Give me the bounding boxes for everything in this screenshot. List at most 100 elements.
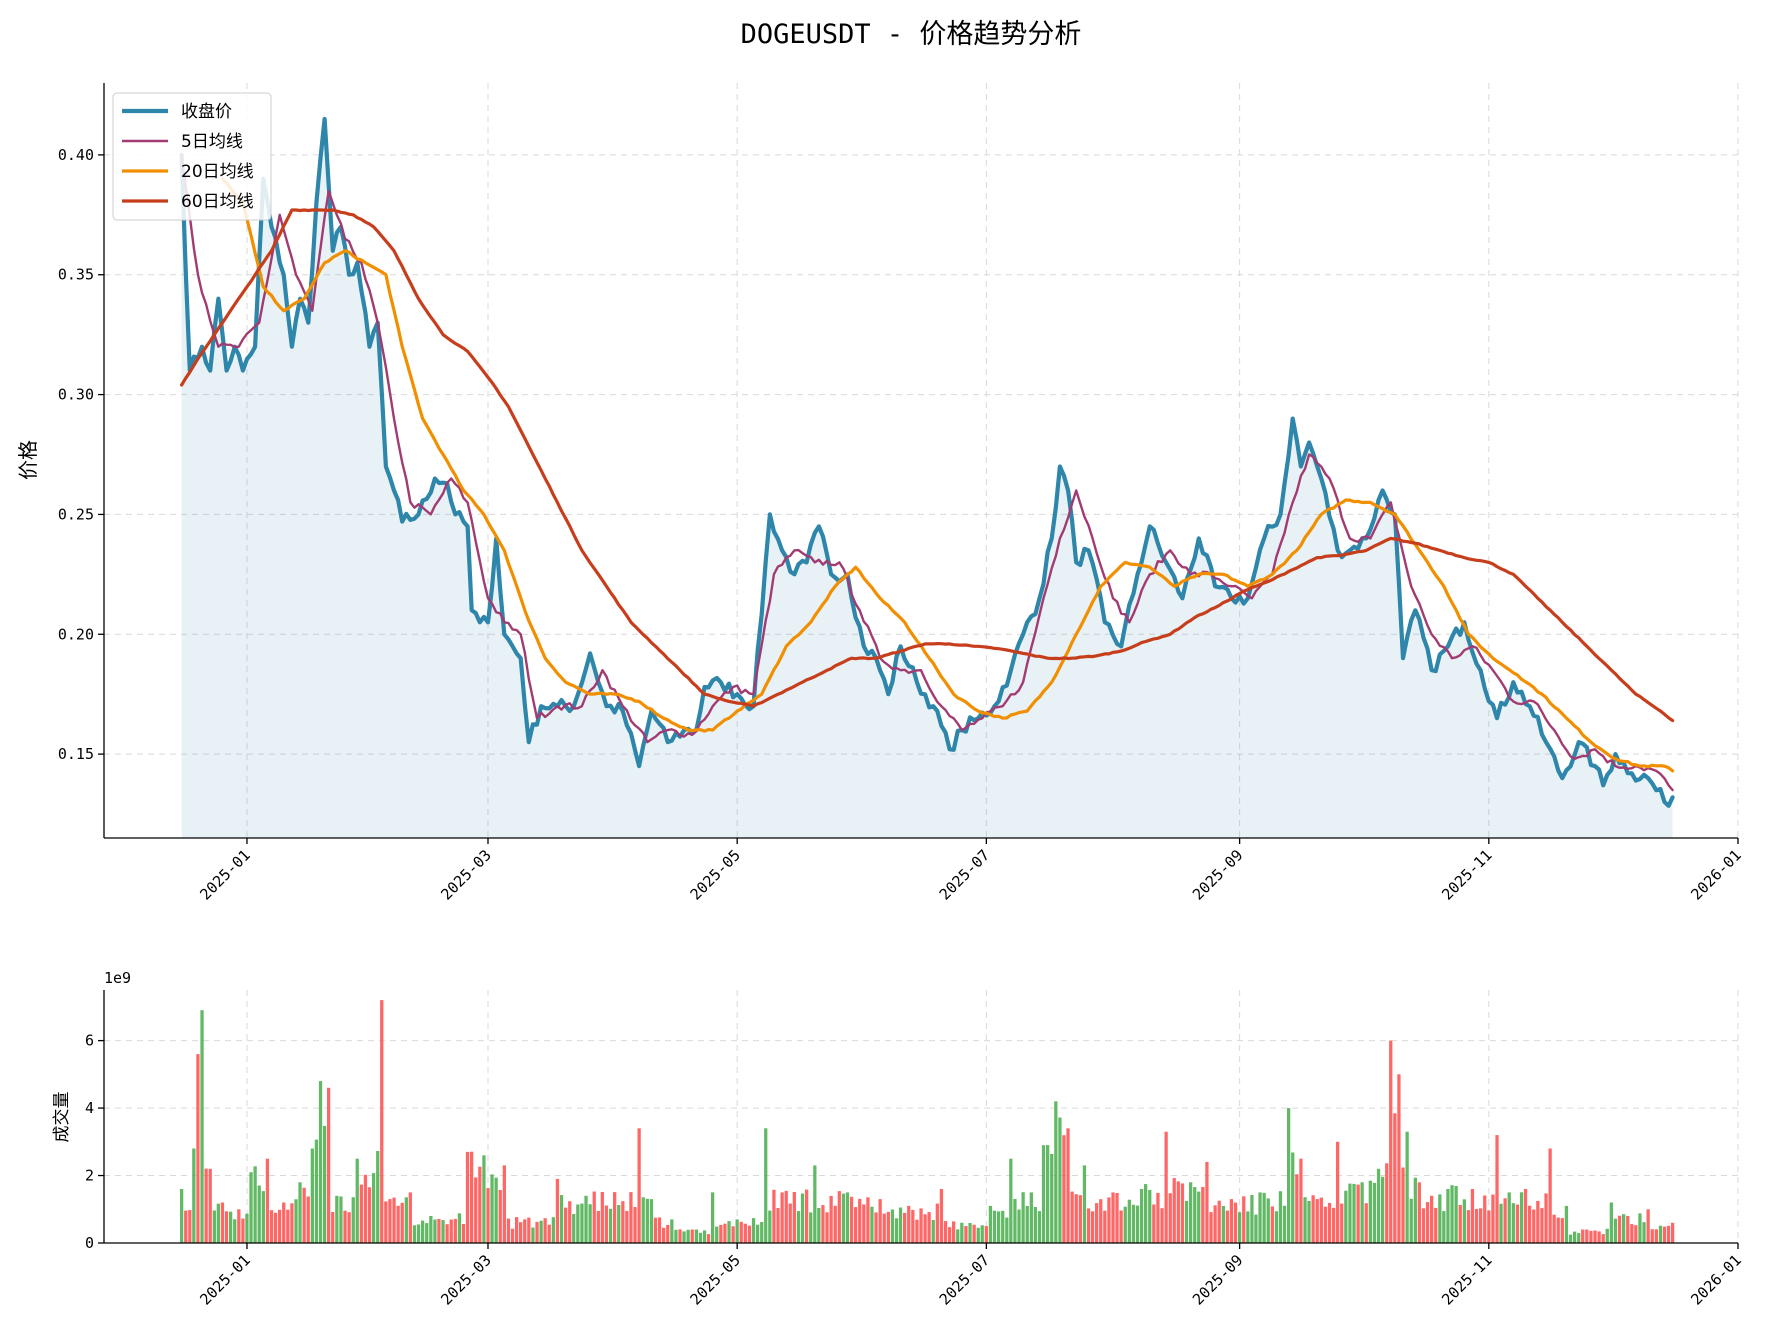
volume-bar: [1560, 1218, 1564, 1243]
volume-bar: [706, 1234, 711, 1243]
close-price-area: [181, 119, 1673, 838]
volume-bar: [1515, 1204, 1520, 1243]
volume-bar: [1315, 1199, 1319, 1243]
price-xtick-label-0: 2025-01: [196, 846, 253, 903]
volume-bar: [694, 1229, 698, 1243]
volume-bar: [674, 1229, 678, 1243]
volume-bar: [527, 1217, 531, 1243]
vol-xtick-label-4: 2025-09: [1189, 1251, 1246, 1308]
volume-bar: [1046, 1145, 1050, 1243]
volume-bar: [294, 1199, 298, 1243]
volume-bar: [396, 1205, 400, 1243]
volume-bar: [1336, 1141, 1340, 1243]
volume-bar: [1119, 1210, 1123, 1243]
vol-ytick-label-0: 0: [85, 1234, 94, 1252]
volume-bar: [302, 1187, 306, 1243]
volume-bar: [1548, 1148, 1552, 1243]
volume-bar: [1434, 1207, 1438, 1243]
volume-bar: [441, 1220, 445, 1243]
volume-bar: [952, 1221, 956, 1243]
volume-bar: [486, 1188, 490, 1243]
volume-bar: [625, 1211, 629, 1243]
volume-bar: [641, 1197, 645, 1243]
volume-bar: [874, 1212, 878, 1243]
volume-bar: [1662, 1226, 1667, 1243]
volume-bar: [1519, 1192, 1524, 1243]
volume-bar: [1405, 1131, 1409, 1243]
volume-bar: [584, 1195, 588, 1243]
volume-bar: [613, 1192, 617, 1243]
volume-bar: [751, 1218, 756, 1243]
volume-bar: [547, 1224, 551, 1243]
volume-bar: [327, 1087, 331, 1243]
volume-bar: [245, 1213, 249, 1243]
volume-bar: [1393, 1113, 1397, 1243]
volume-bar: [192, 1148, 196, 1243]
volume-bar: [968, 1223, 972, 1243]
volume-bar: [1180, 1183, 1185, 1243]
volume-bar: [568, 1201, 572, 1243]
volume-bar: [1295, 1174, 1299, 1243]
volume-bar: [854, 1207, 858, 1243]
volume-bar: [286, 1209, 290, 1243]
volume-bar: [931, 1220, 935, 1243]
volume-bar: [1168, 1193, 1172, 1243]
volume-bar: [1650, 1229, 1654, 1243]
volume-bar: [339, 1196, 343, 1243]
volume-bar: [1409, 1198, 1413, 1243]
volume-bar: [1005, 1217, 1009, 1243]
volume-bar: [1438, 1194, 1442, 1243]
volume-bar: [1470, 1189, 1475, 1243]
volume-bar: [433, 1219, 437, 1243]
price-xtick-label-6: 2026-01: [1687, 846, 1744, 903]
volume-bar: [1622, 1214, 1626, 1243]
volume-bar: [976, 1227, 980, 1243]
volume-bar: [282, 1202, 286, 1243]
volume-bar: [1197, 1191, 1201, 1243]
volume-bar: [1086, 1208, 1091, 1243]
volume-bar: [1344, 1190, 1348, 1243]
volume-bar: [702, 1230, 707, 1243]
volume-bar: [331, 1212, 335, 1243]
volume-bar: [220, 1202, 225, 1243]
volume-bar: [592, 1191, 596, 1243]
volume-bar: [1099, 1199, 1103, 1243]
volume-bar: [392, 1197, 396, 1243]
volume-bar: [1630, 1224, 1634, 1243]
volume-bar: [1352, 1183, 1356, 1243]
volume-bar: [359, 1184, 363, 1243]
volume-bar: [1597, 1231, 1601, 1243]
volume-bar: [1462, 1199, 1466, 1243]
volume-bar: [224, 1211, 229, 1243]
volume-bar: [404, 1197, 408, 1243]
volume-bar: [290, 1203, 294, 1243]
volume-bar: [237, 1209, 241, 1243]
volume-bar: [1385, 1163, 1389, 1243]
volume-bar: [551, 1217, 555, 1243]
volume-bar: [1507, 1192, 1511, 1243]
volume-bar: [919, 1208, 923, 1243]
volume-bar: [653, 1217, 658, 1243]
volume-bar: [531, 1227, 535, 1243]
volume-bar: [727, 1221, 731, 1243]
volume-bar: [1638, 1213, 1642, 1243]
volume-bar: [1001, 1210, 1005, 1243]
volume-bar: [1613, 1218, 1618, 1243]
volume-bar: [992, 1210, 997, 1243]
volume-bar: [1303, 1197, 1307, 1243]
volume-bar: [1364, 1203, 1368, 1243]
volume-bar: [314, 1139, 319, 1243]
volume-bar: [1564, 1205, 1569, 1243]
volume-bar: [1376, 1168, 1381, 1243]
volume-bar: [1090, 1211, 1095, 1243]
volume-bar: [1250, 1195, 1254, 1243]
legend: 收盘价 5日均线 20日均线 60日均线: [112, 92, 272, 221]
volume-bar: [216, 1203, 220, 1243]
volume-bar: [629, 1192, 633, 1243]
volume-bar: [1050, 1153, 1054, 1243]
volume-bar: [1368, 1180, 1372, 1243]
volume-bar: [1156, 1192, 1160, 1243]
volume-bar: [1523, 1189, 1528, 1243]
volume-bar: [837, 1191, 841, 1243]
volume-bar: [1205, 1162, 1209, 1243]
